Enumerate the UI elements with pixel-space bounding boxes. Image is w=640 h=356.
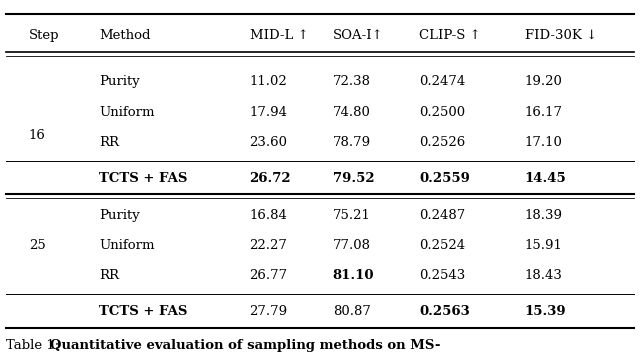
Text: 23.60: 23.60 (250, 136, 287, 149)
Text: 27.79: 27.79 (250, 305, 288, 318)
Text: 15.39: 15.39 (525, 305, 566, 318)
Text: 0.2526: 0.2526 (419, 136, 465, 149)
Text: 0.2500: 0.2500 (419, 106, 465, 119)
Text: 81.10: 81.10 (333, 269, 374, 282)
Text: 16.17: 16.17 (525, 106, 563, 119)
Text: 80.87: 80.87 (333, 305, 371, 318)
Text: 17.10: 17.10 (525, 136, 563, 149)
Text: CLIP-S ↑: CLIP-S ↑ (419, 29, 481, 42)
Text: 78.79: 78.79 (333, 136, 371, 149)
Text: 74.80: 74.80 (333, 106, 371, 119)
Text: 17.94: 17.94 (250, 106, 287, 119)
Text: 26.77: 26.77 (250, 269, 288, 282)
Text: 0.2474: 0.2474 (419, 75, 465, 88)
Text: Step: Step (29, 29, 60, 42)
Text: TCTS + FAS: TCTS + FAS (99, 172, 188, 184)
Text: 15.91: 15.91 (525, 239, 563, 252)
Text: 16: 16 (29, 130, 45, 142)
Text: Uniform: Uniform (99, 106, 155, 119)
Text: TCTS + FAS: TCTS + FAS (99, 305, 188, 318)
Text: 79.52: 79.52 (333, 172, 374, 184)
Text: 14.45: 14.45 (525, 172, 566, 184)
Text: 18.39: 18.39 (525, 209, 563, 222)
Text: 22.27: 22.27 (250, 239, 287, 252)
Text: RR: RR (99, 269, 119, 282)
Text: Table 1:: Table 1: (6, 339, 64, 352)
Text: 0.2559: 0.2559 (419, 172, 470, 184)
Text: 18.43: 18.43 (525, 269, 563, 282)
Text: Quantitative evaluation of sampling methods on MS-: Quantitative evaluation of sampling meth… (50, 339, 440, 352)
Text: Purity: Purity (99, 209, 140, 222)
Text: 0.2487: 0.2487 (419, 209, 465, 222)
Text: 0.2563: 0.2563 (419, 305, 470, 318)
Text: 72.38: 72.38 (333, 75, 371, 88)
Text: 0.2543: 0.2543 (419, 269, 465, 282)
Text: 0.2524: 0.2524 (419, 239, 465, 252)
Text: 16.84: 16.84 (250, 209, 287, 222)
Text: Uniform: Uniform (99, 239, 155, 252)
Text: SOA-I↑: SOA-I↑ (333, 29, 383, 42)
Text: FID-30K ↓: FID-30K ↓ (525, 29, 597, 42)
Text: 77.08: 77.08 (333, 239, 371, 252)
Text: MID-L ↑: MID-L ↑ (250, 29, 308, 42)
Text: Purity: Purity (99, 75, 140, 88)
Text: 26.72: 26.72 (250, 172, 291, 184)
Text: RR: RR (99, 136, 119, 149)
Text: 25: 25 (29, 239, 45, 252)
Text: Method: Method (99, 29, 150, 42)
Text: 75.21: 75.21 (333, 209, 371, 222)
Text: 19.20: 19.20 (525, 75, 563, 88)
Text: 11.02: 11.02 (250, 75, 287, 88)
